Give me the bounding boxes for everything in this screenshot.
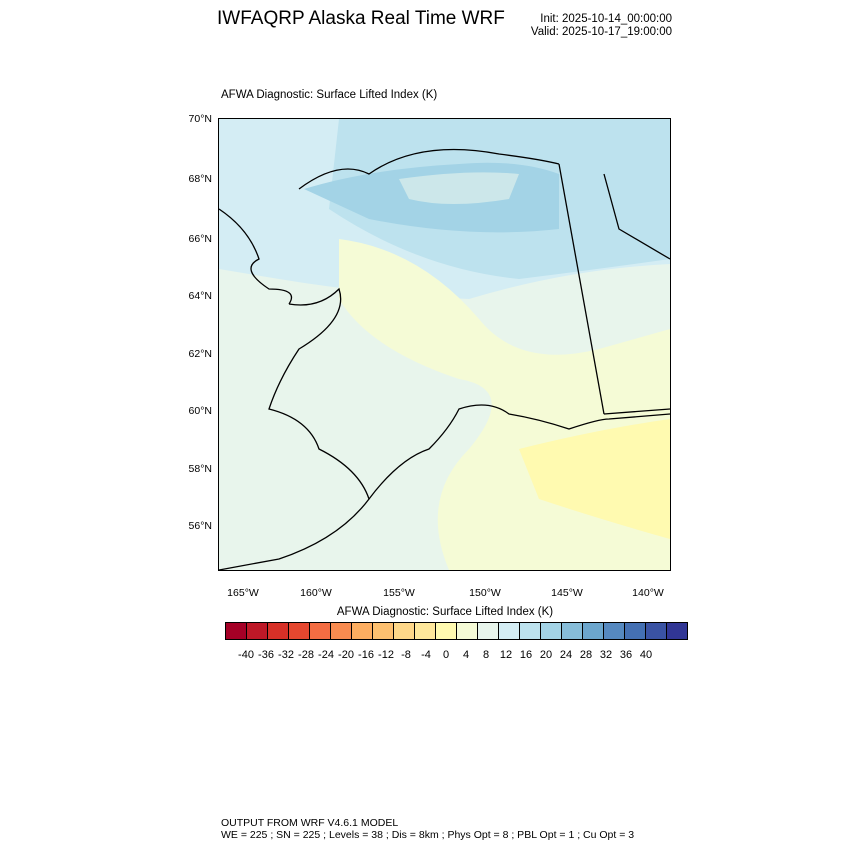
lon-label: 145°W [551,587,583,599]
colorbar-swatch [646,623,667,639]
lat-label: 56°N [188,520,212,532]
colorbar-swatch [331,623,352,639]
colorbar-swatch [604,623,625,639]
colorbar-label: 8 [482,649,490,661]
colorbar-swatch [667,623,687,639]
colorbar-label: -40 [238,649,254,661]
colorbar-label: 40 [639,649,653,661]
colorbar-title: AFWA Diagnostic: Surface Lifted Index (K… [336,606,554,618]
colorbar-swatch [310,623,331,639]
colorbar-label: -4 [421,649,431,661]
colorbar-swatch [247,623,268,639]
lon-label: 150°W [469,587,501,599]
colorbar-label: 32 [599,649,613,661]
colorbar-label: 0 [442,649,450,661]
lon-label: 165°W [227,587,259,599]
time-info: Init: 2025-10-14_00:00:00 Valid: 2025-10… [531,13,672,39]
lon-label: 155°W [383,587,415,599]
colorbar-swatch [268,623,289,639]
colorbar-label: 16 [519,649,533,661]
colorbar-swatch [499,623,520,639]
lat-label: 68°N [188,173,212,185]
footer-line1: OUTPUT FROM WRF V4.6.1 MODEL [221,817,399,829]
field-band-mountains [399,172,519,204]
colorbar-label: 24 [559,649,573,661]
colorbar-swatch [625,623,646,639]
plot-subtitle: AFWA Diagnostic: Surface Lifted Index (K… [221,89,438,101]
colorbar-label: 4 [462,649,470,661]
colorbar-swatch [352,623,373,639]
page-title: IWFAQRP Alaska Real Time WRF [217,8,505,29]
model-footer: OUTPUT FROM WRF V4.6.1 MODEL WE = 225 ; … [221,817,634,841]
lat-label: 58°N [188,463,212,475]
colorbar-swatch [436,623,457,639]
lat-label: 66°N [188,233,212,245]
colorbar-label: 20 [539,649,553,661]
lat-label: 64°N [188,290,212,302]
colorbar-label: -16 [358,649,374,661]
colorbar-label: 36 [619,649,633,661]
colorbar-swatch [457,623,478,639]
lat-label: 60°N [188,405,212,417]
init-time: Init: 2025-10-14_00:00:00 [540,13,672,25]
colorbar-swatch [289,623,310,639]
colorbar-label: -36 [258,649,274,661]
colorbar-label: 12 [499,649,513,661]
colorbar-swatch [394,623,415,639]
lon-label: 140°W [632,587,664,599]
colorbar-label: -24 [318,649,334,661]
lat-label: 70°N [188,113,212,125]
footer-line2: WE = 225 ; SN = 225 ; Levels = 38 ; Dis … [221,829,635,841]
lat-label: 62°N [188,348,212,360]
colorbar-label: -28 [298,649,314,661]
colorbar-label: -12 [378,649,394,661]
colorbar-swatch [562,623,583,639]
colorbar-swatch [478,623,499,639]
field-band-0 [519,419,670,539]
colorbar-swatch [226,623,247,639]
colorbar [225,622,688,640]
colorbar-label: -32 [278,649,294,661]
colorbar-label: -20 [338,649,354,661]
lifted-index-field [218,119,671,571]
colorbar-swatch [415,623,436,639]
colorbar-label: -8 [401,649,411,661]
colorbar-label: 28 [579,649,593,661]
coastlines [218,148,671,571]
colorbar-swatch [520,623,541,639]
valid-time: Valid: 2025-10-17_19:00:00 [530,26,672,38]
lon-label: 160°W [300,587,332,599]
colorbar-swatch [373,623,394,639]
colorbar-swatch [541,623,562,639]
colorbar-swatch [583,623,604,639]
map-panel [218,118,671,571]
